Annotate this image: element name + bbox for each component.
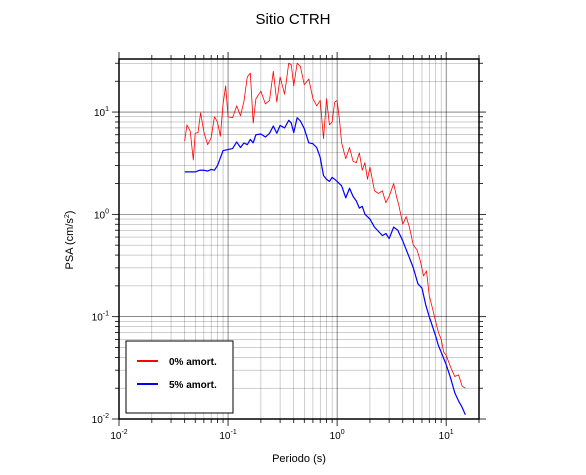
y-tick-label: 101	[94, 106, 109, 119]
series-line-0	[184, 62, 466, 389]
x-tick-label-exp: -2	[121, 429, 127, 436]
y-axis-label-close: )	[64, 211, 76, 215]
grid	[118, 59, 480, 420]
series-lines	[184, 62, 466, 416]
y-tick-label: 10-1	[92, 311, 109, 324]
x-tick-label: 10-1	[219, 429, 236, 442]
y-tick-label-base: 10	[92, 415, 104, 426]
x-tick-label-exp: 0	[341, 429, 345, 436]
y-tick-label-exp: -2	[103, 413, 109, 420]
y-tick-label-base: 10	[94, 108, 106, 119]
x-tick-label-exp: 1	[450, 429, 454, 436]
x-tick-label: 101	[439, 429, 454, 442]
plot-frame	[118, 58, 480, 420]
x-tick-label: 10-2	[110, 429, 127, 442]
legend-label-0: 0% amort.	[169, 357, 217, 368]
y-tick-label: 100	[94, 208, 109, 221]
legend: 0% amort. 5% amort.	[125, 340, 234, 414]
x-tick-label-base: 10	[439, 431, 451, 442]
x-tick-label: 100	[330, 429, 345, 442]
x-axis-label: Periodo (s)	[272, 453, 326, 465]
chart-title: Sitio CTRH	[255, 11, 330, 28]
x-tick-label-exp: -1	[231, 429, 237, 436]
y-axis-label: PSA (cm/s2)	[64, 211, 76, 270]
y-axis-label-base: PSA (cm/s	[64, 218, 76, 270]
y-tick-label-base: 10	[92, 313, 104, 324]
x-tick-label-base: 10	[330, 431, 342, 442]
y-tick-label-exp: 1	[105, 106, 109, 113]
y-tick-label: 10-2	[92, 413, 109, 426]
series-line-1	[184, 117, 466, 416]
y-tick-label-exp: 0	[105, 208, 109, 215]
x-tick-label-base: 10	[110, 431, 122, 442]
x-tick-label-base: 10	[219, 431, 231, 442]
y-tick-label-base: 10	[94, 210, 106, 221]
y-axis-label-exp: 2	[64, 214, 71, 218]
legend-box	[125, 340, 234, 414]
legend-label-1: 5% amort.	[169, 380, 217, 391]
y-tick-label-exp: -1	[103, 311, 109, 318]
